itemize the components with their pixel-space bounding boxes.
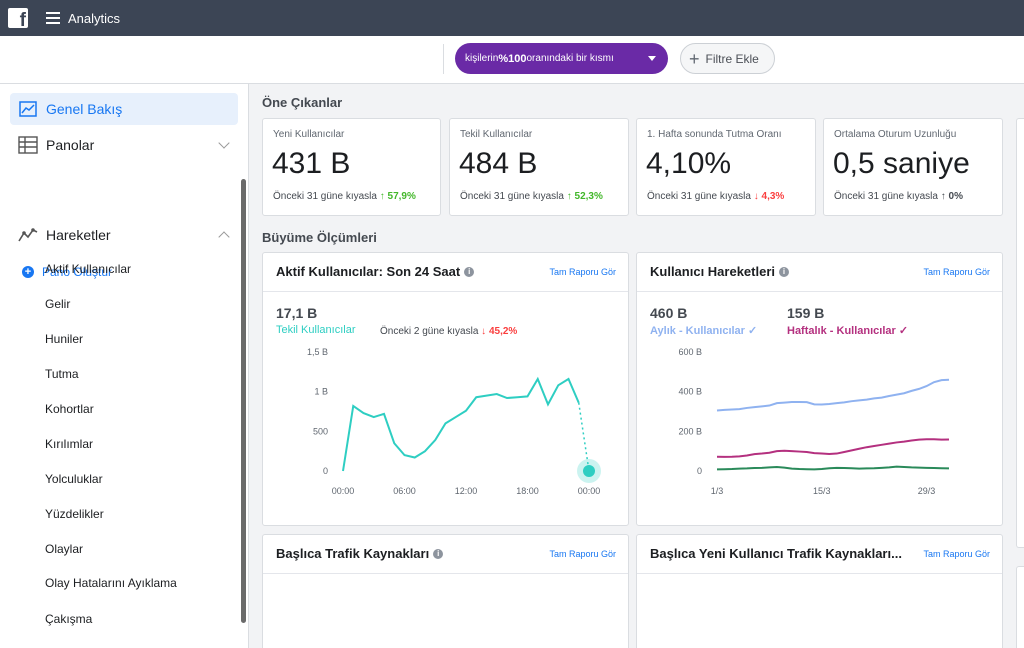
sidebar-subitem-funnels[interactable]: Huniler — [45, 332, 84, 346]
monthly-users-value: 460 B — [650, 305, 688, 321]
sidebar-subitem-journeys[interactable]: Yolculuklar — [45, 472, 103, 486]
full-report-link[interactable]: Tam Raporu Gör — [549, 267, 616, 277]
filter-divider — [443, 44, 444, 74]
series-line-weekly — [716, 438, 950, 458]
user-activity-card: Kullanıcı Hareketleri i Tam Raporu Gör 46… — [636, 252, 1003, 526]
sidebar-subitem-revenue[interactable]: Gelir — [45, 297, 71, 311]
series-line-monthly — [716, 378, 950, 412]
traffic-sources-card: Başlıca Trafik Kaynakları i Tam Raporu Gö… — [262, 534, 629, 648]
kpi-card-unique-users[interactable]: Tekil Kullanıcılar 484 B Önceki 31 güne … — [449, 118, 629, 216]
offscreen-card — [1016, 118, 1024, 548]
menu-icon[interactable] — [46, 12, 60, 24]
kpi-card-retention[interactable]: 1. Hafta sonunda Tutma Oranı 4,10% Öncek… — [636, 118, 816, 216]
growth-title: Büyüme Ölçümleri — [262, 230, 377, 245]
facebook-logo-icon[interactable]: f — [8, 8, 28, 28]
active-users-card: Aktif Kullanıcılar: Son 24 Saat i Tam Rap… — [262, 252, 629, 526]
create-dashboard-link[interactable]: + Pano Oluştur — [22, 265, 112, 279]
active-users-value: 17,1 B — [276, 305, 318, 321]
weekly-legend: Haftalık - Kullanıcılar ✓ — [787, 325, 909, 337]
info-icon[interactable]: i — [779, 266, 789, 277]
sidebar-item-activities[interactable]: Hareketler — [10, 219, 238, 251]
sidebar-subitem-retention[interactable]: Tutma — [45, 367, 79, 381]
x-tick-label: 00:00 — [332, 486, 355, 496]
sidebar-subitem-active-users[interactable]: Aktif Kullanıcılar — [45, 262, 132, 276]
plus-circle-icon: + — [22, 266, 34, 278]
y-tick-label: 600 B — [678, 347, 702, 357]
y-tick-label: 400 B — [678, 387, 702, 397]
info-icon[interactable]: i — [433, 548, 444, 559]
sidebar-subitem-events[interactable]: Olaylar — [45, 542, 84, 556]
y-tick-label: 500 — [313, 426, 328, 436]
kpi-card-session-length[interactable]: Ortalama Oturum Uzunluğu 0,5 saniye Önce… — [823, 118, 1003, 216]
x-tick-label: 06:00 — [393, 486, 416, 496]
trend-down-value: ↓ 4,3% — [753, 191, 785, 202]
trend-up-value: ↑ 57,9% — [379, 191, 416, 202]
sidebar-subitem-cohorts[interactable]: Kohortlar — [45, 402, 94, 416]
plus-icon: + — [689, 48, 700, 69]
sidebar-item-overview[interactable]: Genel Bakış — [10, 93, 238, 125]
new-user-traffic-card: Başlıca Yeni Kullanıcı Trafik Kaynakları… — [636, 534, 1003, 648]
sidebar: Genel Bakış Panolar + Pano Oluştur Harek… — [0, 84, 249, 648]
dashboard-icon — [18, 135, 38, 155]
chevron-up-icon — [218, 231, 230, 243]
y-tick-label: 200 B — [678, 426, 702, 436]
full-report-link[interactable]: Tam Raporu Gör — [923, 267, 990, 277]
weekly-users-value: 159 B — [787, 305, 825, 321]
activity-icon — [18, 225, 38, 245]
top-bar: f Analytics — [0, 0, 1024, 36]
offscreen-card — [1016, 566, 1024, 648]
trend-neutral-value: ↑ 0% — [940, 191, 963, 202]
trend-up-value: ↑ 52,3% — [566, 191, 603, 202]
active-users-chart: 1,5 B 1 B 500 0 00:00 06:00 12:00 18:00 00:00 — [307, 347, 601, 496]
y-tick-label: 1 B — [314, 387, 328, 397]
series-line-projection — [578, 402, 590, 472]
full-report-link[interactable]: Tam Raporu Gör — [923, 549, 990, 559]
line-chart-icon — [18, 99, 38, 119]
series-line-unique-users — [342, 376, 580, 472]
x-tick-label: 15/3 — [813, 486, 831, 496]
y-tick-label: 0 — [323, 466, 328, 476]
series-line-daily — [716, 465, 950, 471]
info-icon[interactable]: i — [464, 266, 475, 277]
app-title: Analytics — [68, 10, 121, 26]
y-tick-label: 0 — [697, 466, 702, 476]
trend-down-value: ↓ 45,2% — [481, 326, 518, 337]
y-tick-label: 1,5 B — [307, 347, 328, 357]
sidebar-subitem-overlap[interactable]: Çakışma — [45, 612, 93, 626]
sidebar-subitem-event-debugging[interactable]: Olay Hatalarını Ayıklama — [45, 576, 177, 590]
sidebar-scrollbar[interactable] — [241, 179, 246, 623]
x-tick-label: 18:00 — [516, 486, 539, 496]
kpi-card-new-users[interactable]: Yeni Kullanıcılar 431 B Önceki 31 güne k… — [262, 118, 441, 216]
current-point — [583, 465, 595, 477]
sidebar-item-dashboards[interactable]: Panolar — [10, 129, 238, 161]
chevron-down-icon — [218, 137, 230, 149]
highlights-title: Öne Çıkanlar — [262, 95, 343, 110]
full-report-link[interactable]: Tam Raporu Gör — [549, 549, 616, 559]
x-tick-label: 1/3 — [711, 486, 724, 496]
x-tick-label: 00:00 — [578, 486, 601, 496]
sidebar-subitem-breakdowns[interactable]: Kırılımlar — [45, 437, 93, 451]
user-activity-chart: 600 B 400 B 200 B 0 1/3 15/3 29/3 — [678, 347, 950, 496]
audience-dropdown[interactable]: kişilerin %100 oranındaki bir kısmı — [455, 43, 668, 74]
series-legend: Tekil Kullanıcılar — [276, 324, 356, 336]
x-tick-label: 12:00 — [455, 486, 478, 496]
caret-down-icon — [648, 56, 656, 61]
add-filter-button[interactable]: + Filtre Ekle — [680, 43, 775, 74]
sidebar-subitem-percentiles[interactable]: Yüzdelikler — [45, 507, 104, 521]
x-tick-label: 29/3 — [918, 486, 936, 496]
monthly-legend: Aylık - Kullanıcılar ✓ — [650, 325, 758, 337]
